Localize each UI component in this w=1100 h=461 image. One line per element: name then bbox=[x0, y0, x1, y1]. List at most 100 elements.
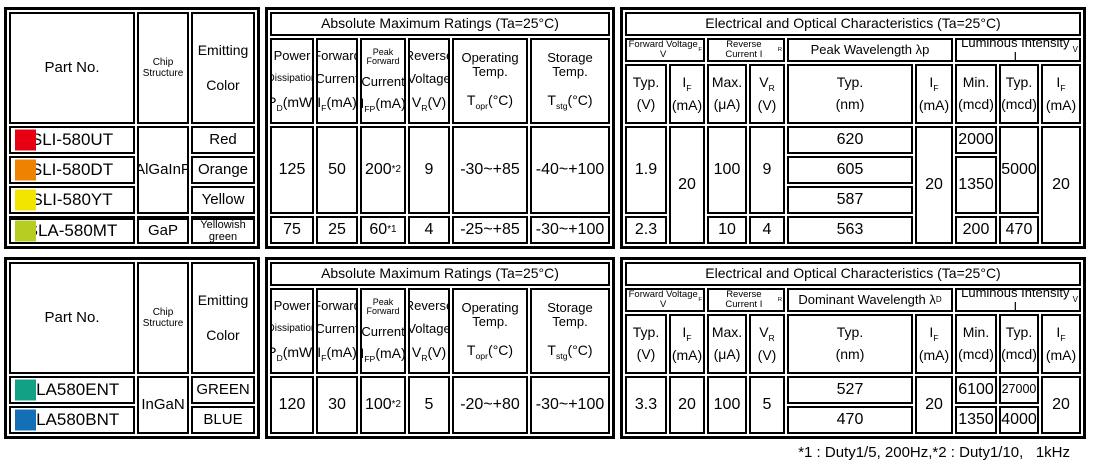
emitting-label: Emitting bbox=[197, 41, 249, 58]
sub-ir-vr: VR (V) bbox=[749, 314, 785, 374]
tstg-symbol: Tstg(°C) bbox=[547, 91, 593, 111]
power-label: Power bbox=[273, 48, 311, 64]
table-bottom: Part No. Chip Structure Emitting Color S… bbox=[4, 257, 1096, 439]
amr-tstg-gap: -30~+100 bbox=[530, 216, 610, 244]
forward-label: Forward bbox=[318, 297, 356, 313]
part-number: SLI-580YT bbox=[31, 189, 113, 209]
sub-wl-typ: Typ. (nm) bbox=[787, 64, 913, 124]
amr-pd-gap: 75 bbox=[270, 216, 314, 244]
amr-if-gap: 25 bbox=[316, 216, 358, 244]
emitting-color-blue: BLUE bbox=[191, 406, 255, 434]
pd-symbol: PD(mW) bbox=[272, 93, 314, 113]
bottom-eo-frame: Electrical and Optical Characteristics (… bbox=[620, 257, 1086, 439]
eo-wl-605: 605 bbox=[787, 156, 913, 184]
if-symbol: IF bbox=[929, 73, 939, 93]
chip-gap-cell: GaP bbox=[137, 216, 189, 244]
if-symbol: IF(mA) bbox=[317, 94, 357, 113]
table-top: Part No. Chip Structure Emitting Color S… bbox=[4, 7, 1096, 249]
chip-structure-label: Chip Structure bbox=[142, 57, 184, 79]
eo-limin-gap: 200 bbox=[955, 216, 997, 244]
current-label: Current bbox=[316, 320, 358, 336]
amr-title: Absolute Maximum Ratings (Ta=25°C) bbox=[270, 12, 610, 36]
sub-li-typ: Typ. (mcd) bbox=[999, 314, 1039, 374]
part-number: SLA-580MT bbox=[26, 220, 118, 240]
sub-ir-max: Max. (μA) bbox=[707, 314, 747, 374]
col-peak-forward-current: Peak Forward Current IFP(mA) bbox=[360, 38, 406, 124]
eo-wl-470: 470 bbox=[787, 406, 913, 434]
chip-structure-header: Chip Structure bbox=[137, 262, 189, 374]
operating-temp-label: Operating Temp. bbox=[461, 49, 519, 80]
current-label: Current bbox=[361, 73, 405, 89]
part-number: SLI-580UT bbox=[30, 129, 114, 149]
color-label: Color bbox=[206, 327, 240, 343]
sub-li-min: Min. (mcd) bbox=[955, 314, 997, 374]
chip-ingan-cell: InGaN bbox=[137, 376, 189, 434]
reverse-label: Reverse bbox=[410, 297, 448, 313]
vr-symbol: VR bbox=[759, 73, 775, 93]
col-power-dissipation: Power Dissipation PD(mW) bbox=[270, 38, 314, 124]
amr-tstg-algainp: -40~+100 bbox=[530, 126, 610, 214]
color-swatch-red bbox=[15, 129, 36, 151]
eo-vf-if-all: 20 bbox=[669, 376, 705, 434]
storage-temp-label: Storage Temp. bbox=[547, 299, 593, 330]
amr-title-text: Absolute Maximum Ratings (Ta=25°C) bbox=[321, 265, 559, 282]
col-reverse-voltage: Reverse Voltage VR(V) bbox=[408, 38, 450, 124]
eo-wl-620: 620 bbox=[787, 126, 913, 154]
eo-li-if-all: 20 bbox=[1041, 376, 1081, 434]
part-number: SLA580BNT bbox=[24, 409, 120, 429]
ifp-symbol: IFP(mA) bbox=[360, 95, 406, 114]
part-no-header: Part No. bbox=[9, 262, 135, 374]
vr-symbol: VR(V) bbox=[411, 94, 447, 113]
sub-li-min: Min. (mcd) bbox=[955, 64, 997, 124]
amr-title: Absolute Maximum Ratings (Ta=25°C) bbox=[270, 262, 610, 286]
col-peak-forward-current: Peak Forward Current IFP(mA) bbox=[360, 288, 406, 374]
amr-title-text: Absolute Maximum Ratings (Ta=25°C) bbox=[321, 15, 559, 32]
eo-title: Electrical and Optical Characteristics (… bbox=[625, 262, 1081, 286]
sub-vf-typ: Typ. (V) bbox=[625, 314, 667, 374]
part-row-sla580ent: SLA580ENT bbox=[9, 376, 135, 404]
emitting-color-yellow: Yellow bbox=[191, 186, 255, 214]
chip-structure-label: Chip Structure bbox=[142, 307, 184, 329]
emitting-label: Emitting bbox=[197, 291, 249, 308]
col-forward-current: Forward Current IF(mA) bbox=[316, 38, 358, 124]
eo-vf-ingan: 3.3 bbox=[625, 376, 667, 434]
topr-symbol: Topr(°C) bbox=[466, 91, 514, 111]
part-no-header: Part No. bbox=[9, 12, 135, 124]
color-swatch-orange bbox=[15, 159, 36, 181]
ifp-symbol: IFP(mA) bbox=[360, 345, 406, 364]
amr-topr-ingan: -20~+80 bbox=[452, 376, 528, 434]
power-label: Power bbox=[273, 298, 311, 314]
sub-li-typ: Typ. (mcd) bbox=[999, 64, 1039, 124]
eo-wl-563: 563 bbox=[787, 216, 913, 244]
eo-vf-algainp: 1.9 bbox=[625, 126, 667, 214]
eo-lityp-gap: 470 bbox=[999, 216, 1039, 244]
color-swatch-yellow bbox=[15, 189, 36, 211]
eo-irmax-ingan: 100 bbox=[707, 376, 747, 434]
sub-vf-if: IF (mA) bbox=[669, 64, 705, 124]
if-symbol: IF bbox=[929, 323, 939, 343]
color-swatch-green bbox=[15, 379, 36, 401]
bottom-amr-frame: Absolute Maximum Ratings (Ta=25°C) Power… bbox=[265, 257, 615, 439]
col-operating-temp: Operating Temp. Topr(°C) bbox=[452, 38, 528, 124]
group-peak-wavelength: Peak Wavelength λp bbox=[787, 38, 953, 62]
sub-wl-if: IF (mA) bbox=[915, 64, 953, 124]
eo-lityp-blue: 4000 bbox=[999, 406, 1039, 434]
part-row-sla580mt: SLA-580MT bbox=[9, 216, 135, 244]
amr-topr-algainp: -30~+85 bbox=[452, 126, 528, 214]
if-symbol: IF(mA) bbox=[317, 344, 357, 363]
top-amr-frame: Absolute Maximum Ratings (Ta=25°C) Power… bbox=[265, 7, 615, 249]
amr-ifp-gap: 60 *1 bbox=[360, 216, 406, 244]
amr-ifp-ingan: 100 *2 bbox=[360, 376, 406, 434]
color-name: BLUE bbox=[203, 410, 243, 428]
footnote: *1 : Duty1/5, 200Hz,*2 : Duty1/10, 1kHz bbox=[4, 439, 1090, 461]
col-storage-temp: Storage Temp. Tstg(°C) bbox=[530, 38, 610, 124]
amr-vr-ingan: 5 bbox=[408, 376, 450, 434]
col-storage-temp: Storage Temp. Tstg(°C) bbox=[530, 288, 610, 374]
color-swatch-blue bbox=[15, 409, 36, 431]
eo-limin-red: 2000 bbox=[955, 126, 997, 154]
sub-li-if: IF (mA) bbox=[1041, 314, 1081, 374]
eo-wl-if-all: 20 bbox=[915, 376, 953, 434]
